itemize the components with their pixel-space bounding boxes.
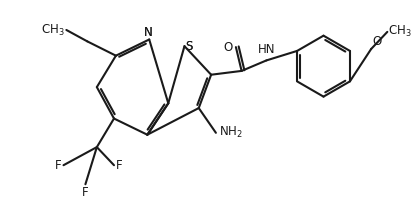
- Circle shape: [145, 36, 153, 43]
- Text: F: F: [82, 186, 88, 199]
- Text: F: F: [116, 159, 122, 172]
- Text: HN: HN: [257, 43, 275, 56]
- Text: N: N: [144, 25, 152, 39]
- Text: O: O: [223, 41, 233, 54]
- Text: CH$_3$: CH$_3$: [40, 22, 64, 38]
- Text: N: N: [144, 25, 152, 39]
- Circle shape: [180, 42, 188, 50]
- Text: S: S: [185, 40, 192, 53]
- Text: NH$_2$: NH$_2$: [218, 125, 242, 140]
- Text: S: S: [185, 40, 192, 53]
- Text: F: F: [55, 159, 62, 172]
- Text: CH$_3$: CH$_3$: [387, 24, 411, 39]
- Text: O: O: [371, 35, 380, 48]
